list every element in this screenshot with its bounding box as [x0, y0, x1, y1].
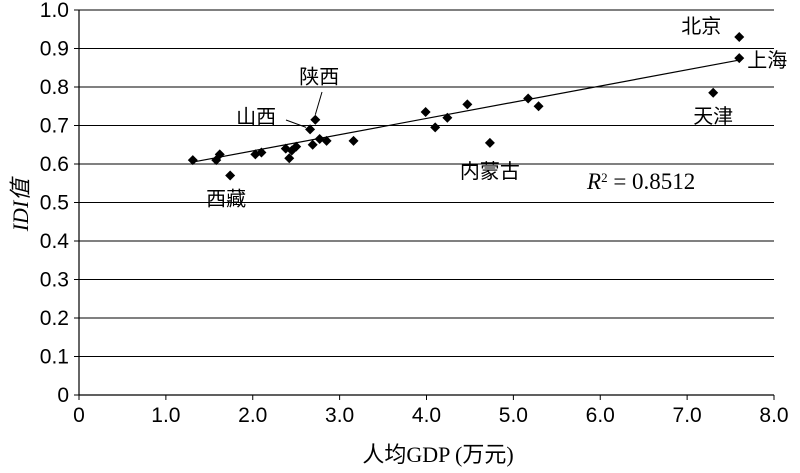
x-tick-label: 7.0: [673, 404, 702, 427]
data-point: [734, 31, 745, 42]
point-label: 天津: [693, 104, 733, 128]
x-axis-title: 人均GDP (万元): [362, 442, 513, 467]
y-axis-title: IDI值: [8, 176, 33, 233]
leader-line: [314, 91, 323, 115]
point-label: 西藏: [206, 187, 246, 211]
point-label: 上海: [747, 48, 787, 72]
y-tick-label: 0: [57, 384, 69, 407]
y-tick-label: 1.0: [40, 0, 69, 22]
data-point: [708, 87, 719, 98]
data-point: [214, 149, 225, 160]
y-tick-label: 0.5: [40, 192, 69, 215]
data-point: [420, 107, 431, 118]
y-tick-label: 0.6: [40, 153, 69, 176]
data-point: [348, 135, 359, 146]
data-point: [430, 122, 441, 133]
trendline: [192, 59, 740, 163]
data-point: [225, 170, 236, 181]
data-points: [187, 31, 745, 181]
y-tick-label: 0.1: [40, 346, 69, 369]
point-label: 北京: [681, 14, 721, 38]
x-tick-labels: 0 1.0 2.0 3.0 4.0 5.0 6.0 7.0 8.0: [73, 404, 788, 427]
data-point: [307, 139, 318, 150]
axes: [78, 10, 774, 396]
data-point: [250, 149, 261, 160]
data-point: [442, 112, 453, 123]
x-tick-label: 2.0: [238, 404, 267, 427]
data-point: [533, 101, 544, 112]
data-point: [321, 135, 332, 146]
gridlines: [74, 9, 775, 400]
y-tick-label: 0.3: [40, 269, 69, 292]
data-point: [291, 141, 302, 152]
data-point: [187, 155, 198, 166]
x-tick-label: 6.0: [586, 404, 615, 427]
r-squared-sup: 2: [601, 170, 608, 185]
r-squared-label: R: [586, 169, 601, 194]
point-label: 内蒙古: [460, 159, 520, 183]
y-tick-label: 0.9: [40, 38, 69, 61]
data-point: [484, 137, 495, 148]
r-squared-annotation: R2 = 0.8512: [586, 169, 695, 194]
y-tick-labels: 0 0.1 0.2 0.3 0.4 0.5 0.6 0.7 0.8 0.9 1.0: [40, 0, 70, 407]
data-point: [523, 93, 534, 104]
data-point: [314, 133, 325, 144]
data-point: [310, 114, 321, 125]
y-tick-label: 0.8: [40, 76, 69, 99]
data-point: [305, 124, 316, 135]
x-tick-label: 5.0: [499, 404, 528, 427]
y-tick-label: 0.7: [40, 115, 69, 138]
x-tick-label: 1.0: [151, 404, 180, 427]
r-squared-value: = 0.8512: [608, 169, 696, 194]
trendline-group: [192, 59, 740, 163]
x-tick-label: 4.0: [412, 404, 441, 427]
x-tick-label: 3.0: [325, 404, 354, 427]
x-tick-label: 0: [73, 404, 85, 427]
data-point: [462, 99, 473, 110]
point-label: 山西: [236, 104, 276, 128]
data-point: [734, 53, 745, 64]
point-label: 陕西: [299, 65, 339, 89]
leader-line: [285, 119, 307, 128]
data-point: [284, 153, 295, 164]
y-tick-label: 0.4: [40, 230, 70, 253]
y-tick-label: 0.2: [40, 307, 69, 330]
data-point: [256, 147, 267, 158]
x-tick-label: 8.0: [759, 404, 788, 427]
